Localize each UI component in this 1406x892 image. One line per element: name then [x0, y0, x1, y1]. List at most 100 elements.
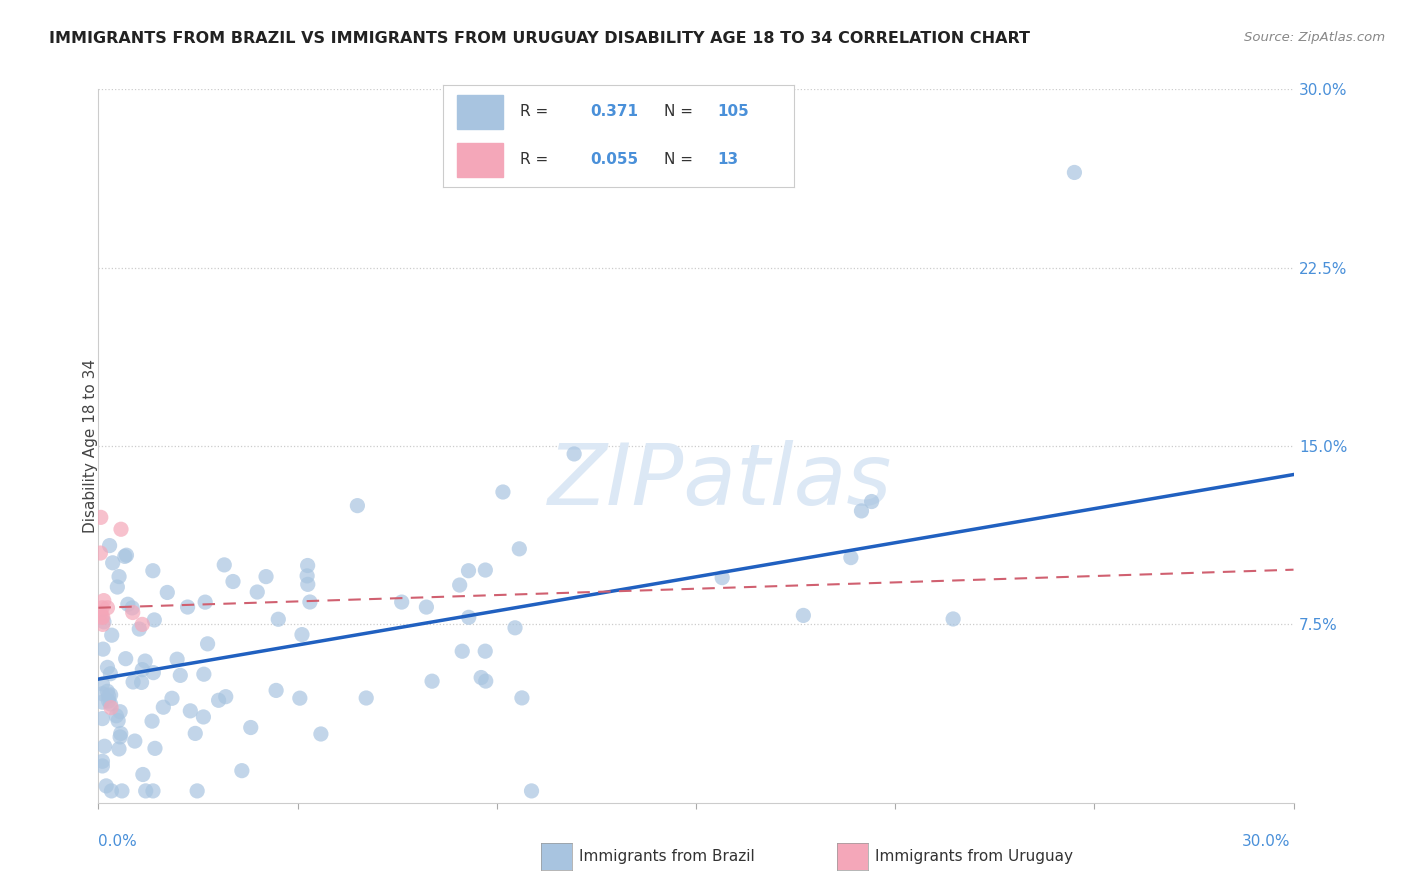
Text: R =: R =	[520, 103, 548, 119]
Y-axis label: Disability Age 18 to 34: Disability Age 18 to 34	[83, 359, 97, 533]
Point	[121, 606, 143, 620]
Point	[197, 637, 219, 651]
Point	[96, 779, 118, 793]
Point	[93, 615, 115, 629]
Point	[141, 714, 163, 728]
Text: Source: ZipAtlas.com: Source: ZipAtlas.com	[1244, 31, 1385, 45]
Point	[131, 617, 153, 632]
Point	[100, 700, 122, 714]
Point	[194, 595, 217, 609]
Point	[143, 741, 166, 756]
Point	[100, 697, 122, 711]
Point	[193, 710, 215, 724]
Point	[492, 485, 515, 500]
Point	[91, 600, 114, 615]
Point	[90, 510, 112, 524]
Point	[193, 667, 215, 681]
Point	[142, 665, 165, 680]
Text: 0.0%: 0.0%	[98, 834, 138, 849]
Point	[93, 593, 115, 607]
Point	[179, 704, 201, 718]
Text: R =: R =	[520, 153, 548, 167]
Point	[100, 784, 122, 798]
Point	[131, 663, 153, 677]
Point	[114, 549, 136, 564]
Point	[93, 739, 115, 754]
Point	[91, 687, 114, 701]
Point	[207, 693, 229, 707]
Point	[110, 522, 132, 536]
Point	[254, 569, 277, 583]
Point	[143, 613, 166, 627]
Text: 105: 105	[717, 103, 749, 119]
Point	[839, 550, 862, 565]
Point	[128, 622, 150, 636]
Point	[98, 539, 121, 553]
Point	[346, 499, 368, 513]
Point	[184, 726, 207, 740]
Point	[100, 628, 122, 642]
Point	[503, 621, 526, 635]
Point	[451, 644, 474, 658]
Point	[295, 569, 318, 583]
Text: Immigrants from Brazil: Immigrants from Brazil	[579, 849, 755, 863]
Point	[108, 705, 131, 719]
Point	[420, 674, 443, 689]
Point	[264, 683, 287, 698]
Point	[110, 726, 132, 740]
Point	[89, 546, 111, 560]
Point	[470, 671, 492, 685]
Point	[711, 571, 734, 585]
Point	[96, 600, 118, 615]
Text: N =: N =	[664, 103, 693, 119]
Point	[156, 585, 179, 599]
Point	[107, 714, 129, 728]
Point	[298, 595, 321, 609]
Point	[91, 754, 114, 768]
Point	[100, 666, 122, 681]
Point	[142, 564, 165, 578]
Point	[117, 597, 139, 611]
Bar	[457, 144, 503, 177]
Point	[354, 691, 377, 706]
Point	[91, 610, 114, 624]
Point	[97, 689, 120, 703]
Point	[135, 784, 157, 798]
Point	[142, 784, 165, 798]
Point	[134, 654, 156, 668]
Point	[288, 691, 311, 706]
Point	[114, 651, 136, 665]
Point	[508, 541, 530, 556]
Point	[91, 759, 114, 773]
Point	[105, 580, 128, 594]
Point	[449, 578, 471, 592]
Point	[1063, 165, 1085, 179]
Point	[152, 700, 174, 714]
Point	[124, 734, 146, 748]
Text: 0.055: 0.055	[591, 153, 638, 167]
Point	[474, 644, 496, 658]
Text: ZIPatlas: ZIPatlas	[548, 440, 891, 524]
Text: 30.0%: 30.0%	[1243, 834, 1291, 849]
Point	[474, 674, 496, 689]
Point	[115, 548, 138, 562]
Point	[169, 668, 191, 682]
Point	[96, 684, 118, 698]
Bar	[457, 95, 503, 128]
Point	[91, 642, 114, 657]
Point	[89, 606, 111, 620]
Point	[562, 447, 585, 461]
Point	[851, 504, 873, 518]
Point	[108, 742, 131, 756]
Point	[792, 608, 814, 623]
Point	[166, 652, 188, 666]
Point	[415, 600, 437, 615]
Point	[91, 712, 114, 726]
Point	[297, 558, 319, 573]
Text: 13: 13	[717, 153, 738, 167]
Point	[122, 675, 145, 690]
Point	[212, 558, 235, 572]
Point	[222, 574, 245, 589]
Point	[108, 730, 131, 744]
Point	[231, 764, 253, 778]
